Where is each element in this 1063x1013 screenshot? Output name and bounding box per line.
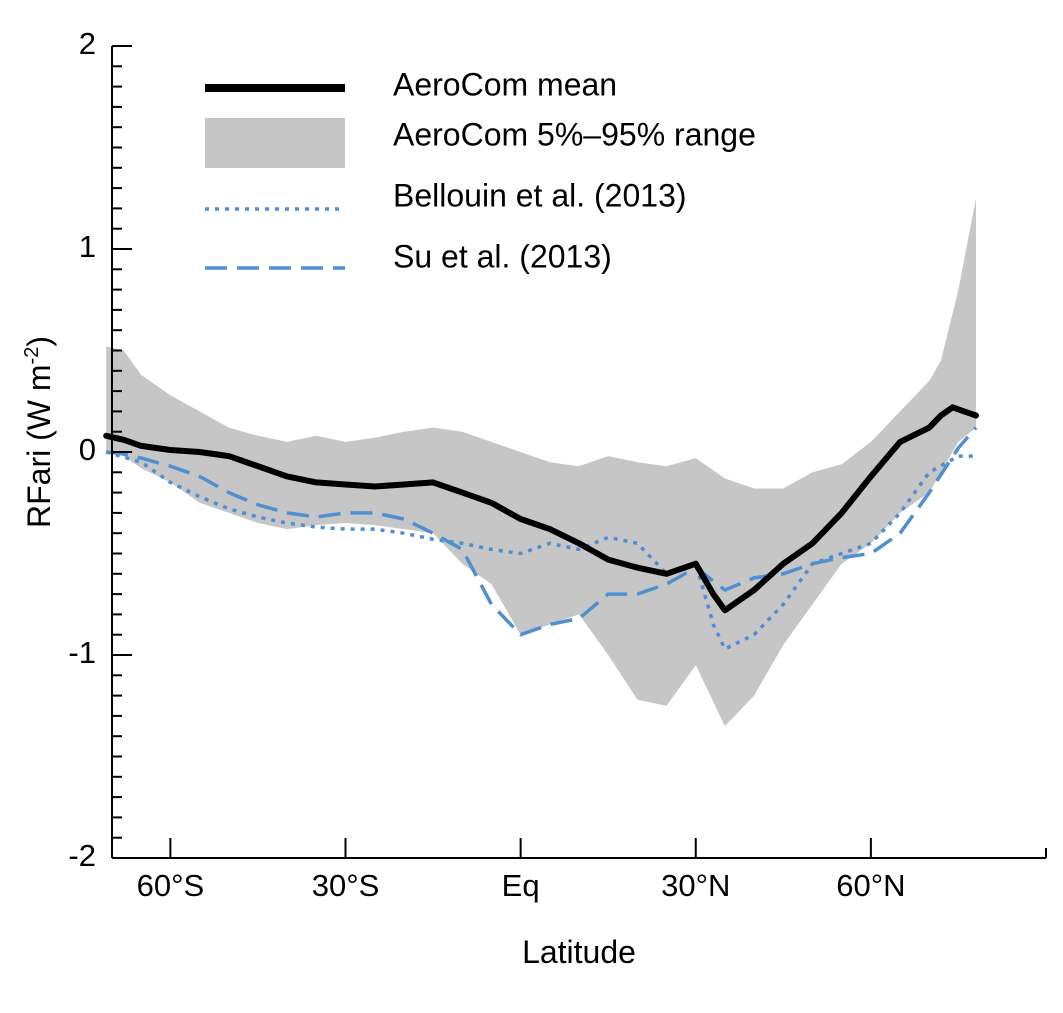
- legend-label-bellouin: Bellouin et al. (2013): [393, 177, 687, 213]
- y-axis-title: RFari (W m-2): [21, 336, 57, 528]
- x-axis-title: Latitude: [522, 934, 636, 970]
- y-axis-title-superscript: -2: [21, 347, 43, 365]
- legend-label-range: AeroCom 5%–95% range: [393, 116, 756, 152]
- y-ticks: 2 1 0 -1 -2: [68, 26, 132, 873]
- plot-area: [103, 198, 979, 727]
- y-tick-label: -1: [68, 635, 96, 670]
- legend: AeroCom mean AeroCom 5%–95% range Bellou…: [205, 66, 756, 274]
- y-axis-title-close: ): [21, 336, 57, 347]
- x-tick-label: 60°S: [137, 868, 205, 903]
- x-tick-label: 60°N: [836, 868, 905, 903]
- x-tick-label: Eq: [502, 868, 540, 903]
- y-tick-label: 0: [79, 432, 96, 467]
- x-ticks: 60°S 30°S Eq 30°N 60°N: [137, 838, 1047, 903]
- legend-swatch-range: [205, 118, 345, 168]
- y-tick-label: 1: [79, 229, 96, 264]
- legend-label-mean: AeroCom mean: [393, 66, 617, 102]
- aerocom-range-band: [106, 198, 976, 727]
- y-axis-title-main: RFari (W m: [21, 364, 57, 528]
- su-2013-line: [106, 426, 978, 637]
- y-tick-label: -2: [68, 838, 96, 873]
- x-tick-label: 30°N: [661, 868, 730, 903]
- y-tick-label: 2: [79, 26, 96, 61]
- axes: 2 1 0 -1 -2 60°S 30°S Eq 30°N 60°N: [68, 26, 1047, 903]
- x-tick-label: 30°S: [312, 868, 380, 903]
- legend-label-su: Su et al. (2013): [393, 238, 612, 274]
- aerocom-mean-line: [103, 404, 979, 614]
- bellouin-2013-line: [105, 450, 976, 651]
